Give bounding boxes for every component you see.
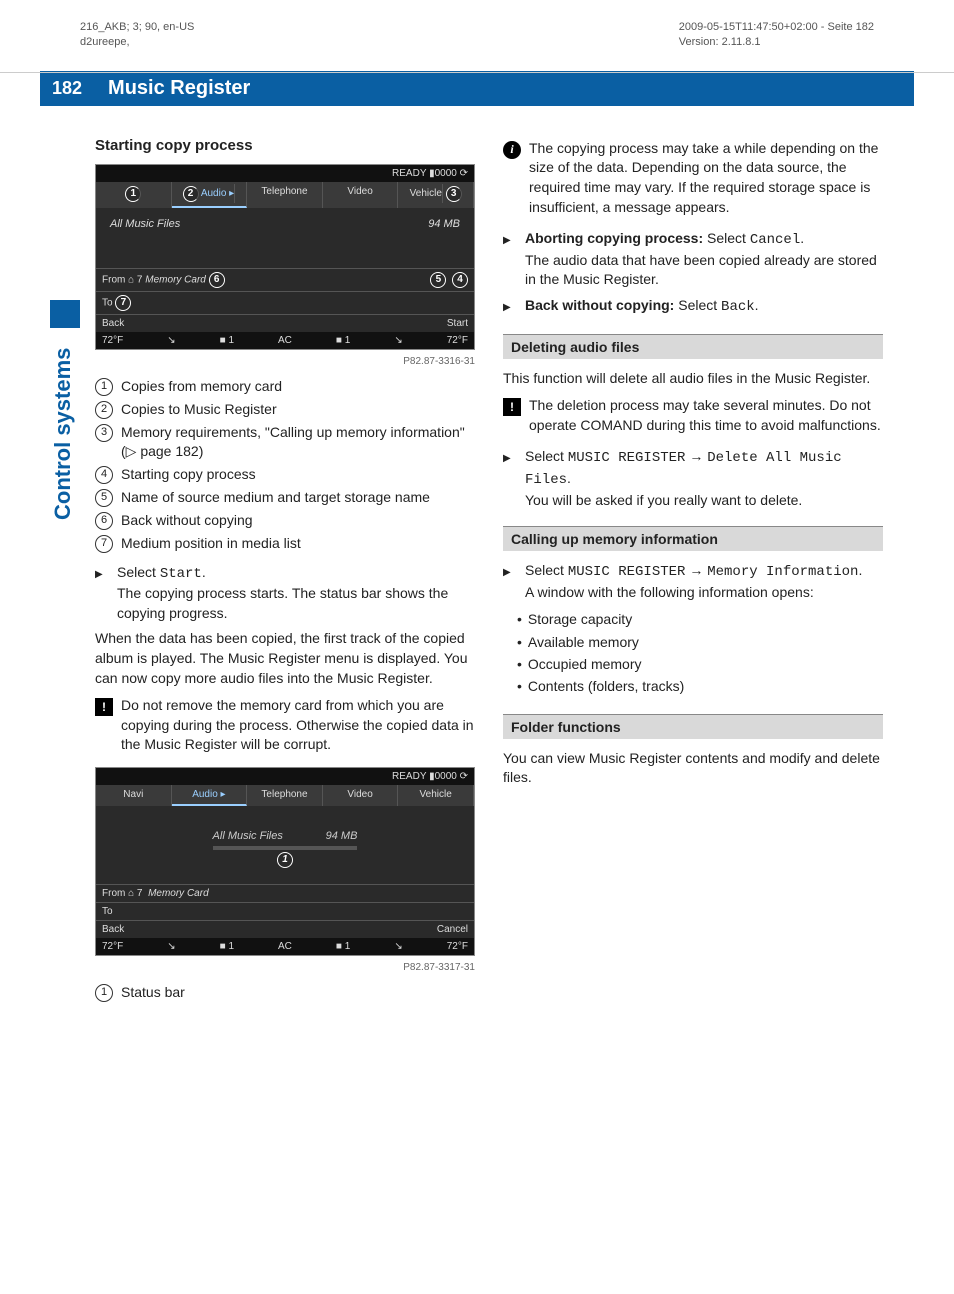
step-memory-sub: A window with the following information …	[525, 584, 814, 600]
section-heading: Starting copy process	[95, 137, 475, 154]
ss1-foot-3: ■ 1	[220, 335, 234, 346]
warning-remove-card: ! Do not remove the memory card from whi…	[95, 696, 475, 755]
side-label: Control systems	[50, 348, 76, 520]
folder-text: You can view Music Register contents and…	[503, 749, 883, 788]
ss2-tab-vehicle: Vehicle	[398, 785, 474, 806]
bullet-1: Storage capacity	[517, 608, 883, 630]
ss1-tab-audio: 2 Audio ▸	[172, 182, 248, 208]
ss2-row-to-l: To	[102, 906, 113, 917]
ss1-row-to-l: To 7	[102, 295, 131, 311]
legend-1: Copies from memory card	[121, 377, 282, 396]
meta-right-2: Version: 2.11.8.1	[679, 35, 874, 50]
ss1-foot-2: ↘	[167, 335, 175, 346]
ss1-row-from-l: From ⌂ 7 Memory Card 6	[102, 272, 225, 288]
page-header: 182 Music Register	[40, 71, 914, 106]
warning-delete: ! The deletion process may take several …	[503, 396, 883, 435]
bullet-2: Available memory	[517, 631, 883, 653]
bullet-4: Contents (folders, tracks)	[517, 675, 883, 697]
meta-left-2: d2ureepe,	[80, 35, 194, 50]
ss2-ready: READY ▮0000 ⟳	[96, 768, 474, 785]
ss1-tab-video: Video	[323, 182, 399, 208]
memory-bullets: Storage capacity Available memory Occupi…	[503, 608, 883, 698]
ss2-foot-6: ↘	[394, 941, 402, 952]
heading-memory: Calling up memory information	[503, 526, 883, 551]
ui-screenshot-1: READY ▮0000 ⟳ 1 2 Audio ▸ Telephone Vide…	[95, 164, 475, 350]
ss2-tab-video: Video	[323, 785, 399, 806]
ss1-foot-7: 72°F	[447, 335, 468, 346]
step-memory: Select MUSIC REGISTER → Memory Informati…	[503, 561, 883, 602]
step-delete: Select MUSIC REGISTER → Delete All Music…	[503, 447, 883, 510]
ss1-body-label: All Music Files	[110, 218, 180, 230]
meta-left-1: 216_AKB; 3; 90, en-US	[80, 20, 194, 35]
ss1-tab-navi: 1	[96, 182, 172, 208]
meta-right-1: 2009-05-15T11:47:50+02:00 - Seite 182	[679, 20, 874, 35]
ss2-row-from-l: From ⌂ 7 Memory Card	[102, 888, 209, 899]
warning-icon: !	[503, 398, 521, 416]
ss2-foot-5: ■ 1	[336, 941, 350, 952]
step-select-start: Select Start. The copying process starts…	[95, 563, 475, 624]
step-select-start-sub: The copying process starts. The status b…	[117, 585, 448, 621]
left-column: Starting copy process READY ▮0000 ⟳ 1 2 …	[95, 131, 475, 1012]
ss1-caption: P82.87-3316-31	[95, 356, 475, 367]
ss2-foot-7: 72°F	[447, 941, 468, 952]
info-copy-duration: i The copying process may take a while d…	[503, 139, 883, 217]
ss1-foot-5: ■ 1	[336, 335, 350, 346]
info-icon: i	[503, 141, 521, 159]
step-abort: Aborting copying process: Select Cancel.…	[503, 229, 883, 290]
ss2-foot-4: AC	[278, 941, 292, 952]
page-title: Music Register	[94, 71, 914, 106]
legend-5: Name of source medium and target storage…	[121, 488, 430, 507]
step-abort-sub: The audio data that have been copied alr…	[525, 252, 877, 288]
ss1-foot-4: AC	[278, 335, 292, 346]
ss2-body-label: All Music Files	[213, 830, 283, 842]
heading-folder: Folder functions	[503, 714, 883, 739]
warning-icon: !	[95, 698, 113, 716]
legend-3: Memory requirements, "Calling up memory …	[121, 423, 475, 461]
legend-4: Starting copy process	[121, 465, 256, 484]
ss2-tab-tel: Telephone	[247, 785, 323, 806]
divider	[0, 72, 954, 73]
side-tab	[50, 300, 80, 328]
ss1-row-back: Back	[102, 318, 124, 329]
legend-6: Back without copying	[121, 511, 253, 530]
ss1-foot-1: 72°F	[102, 335, 123, 346]
legend-list: 1Copies from memory card 2Copies to Musi…	[95, 377, 475, 553]
ss2-caption: P82.87-3317-31	[95, 962, 475, 973]
ss2-foot-1: 72°F	[102, 941, 123, 952]
right-column: i The copying process may take a while d…	[503, 131, 883, 1012]
ss1-tab-tel: Telephone	[247, 182, 323, 208]
ss1-tab-vehicle: Vehicle 3	[398, 182, 474, 208]
ss1-body-size: 94 MB	[428, 218, 460, 230]
legend-7: Medium position in media list	[121, 534, 301, 553]
ss1-foot-6: ↘	[394, 335, 402, 346]
delete-intro: This function will delete all audio file…	[503, 369, 883, 389]
step-back: Back without copying: Select Back.	[503, 296, 883, 318]
step-delete-sub: You will be asked if you really want to …	[525, 492, 802, 508]
legend-2: Copies to Music Register	[121, 400, 277, 419]
legend2-1: Status bar	[121, 983, 185, 1002]
para-when-copied: When the data has been copied, the first…	[95, 629, 475, 688]
ss1-ready: READY ▮0000 ⟳	[96, 165, 474, 182]
ss2-body-size: 94 MB	[326, 830, 358, 842]
bullet-3: Occupied memory	[517, 653, 883, 675]
ss2-foot-2: ↘	[167, 941, 175, 952]
page-number: 182	[40, 71, 94, 106]
ss2-row-back: Back	[102, 924, 124, 935]
ui-screenshot-2: READY ▮0000 ⟳ Navi Audio ▸ Telephone Vid…	[95, 767, 475, 956]
ss2-tab-audio: Audio ▸	[172, 785, 248, 806]
doc-meta: 216_AKB; 3; 90, en-US d2ureepe, 2009-05-…	[40, 20, 914, 51]
ss2-row-cancel: Cancel	[437, 924, 468, 935]
ss2-tab-navi: Navi	[96, 785, 172, 806]
heading-delete: Deleting audio files	[503, 334, 883, 359]
ss2-foot-3: ■ 1	[220, 941, 234, 952]
ss1-row-start: Start	[447, 318, 468, 329]
